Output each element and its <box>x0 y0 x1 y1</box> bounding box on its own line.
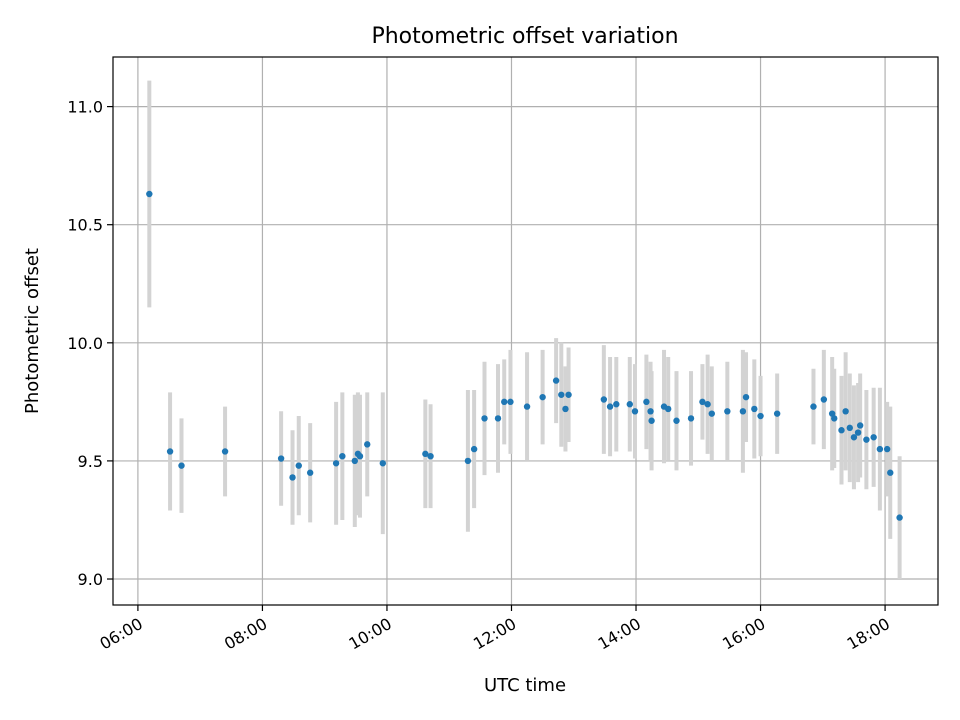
data-point <box>332 460 340 467</box>
data-point <box>708 410 715 417</box>
data-point <box>648 417 655 424</box>
x-tick-label: 06:00 <box>96 614 145 654</box>
data-point <box>820 396 828 403</box>
data-point <box>379 460 387 467</box>
data-point <box>838 427 845 434</box>
data-point <box>178 462 185 469</box>
y-tick-label: 10.5 <box>67 216 103 235</box>
data-point <box>687 415 695 422</box>
data-point <box>600 396 608 403</box>
data-point <box>863 436 870 443</box>
y-tick-label: 11.0 <box>67 98 103 117</box>
y-tick-label: 9.5 <box>78 452 103 471</box>
data-point <box>876 445 884 453</box>
grid-lines <box>113 57 938 605</box>
data-point <box>422 450 429 458</box>
data-point <box>552 377 560 384</box>
x-tick-label: 16:00 <box>719 614 768 654</box>
x-tick-label: 12:00 <box>470 614 519 654</box>
data-point <box>351 457 358 465</box>
y-axis-ticks: 9.0 9.5 10.0 10.5 11.0 <box>67 98 113 589</box>
data-point <box>751 405 758 413</box>
x-axis-label: UTC time <box>484 675 566 696</box>
data-point <box>427 452 434 460</box>
y-tick-label: 9.0 <box>78 570 103 589</box>
data-point <box>854 429 862 436</box>
x-axis-ticks: 06:00 08:00 10:00 12:00 14:00 16:00 18:00 <box>96 605 893 654</box>
data-point <box>883 445 891 453</box>
data-point <box>339 452 346 460</box>
data-point <box>356 452 364 460</box>
data-point <box>739 408 747 415</box>
data-point <box>306 469 314 476</box>
y-axis-label: Photometric offset <box>22 248 43 414</box>
data-point <box>870 434 877 441</box>
data-point <box>647 408 654 415</box>
data-point <box>295 462 302 469</box>
x-tick-label: 18:00 <box>844 614 893 654</box>
data-point <box>810 403 817 410</box>
data-point <box>464 457 472 465</box>
data-point <box>562 405 569 413</box>
data-point <box>523 403 531 410</box>
x-tick-label: 10:00 <box>346 614 395 654</box>
data-point <box>146 190 153 198</box>
data-point <box>643 398 650 406</box>
data-point <box>470 445 478 453</box>
data-point <box>481 415 488 422</box>
data-point <box>494 415 502 422</box>
data-point <box>626 401 633 408</box>
x-tick-label: 14:00 <box>595 614 644 654</box>
data-point <box>364 441 371 448</box>
data-point <box>831 415 838 422</box>
data-point <box>277 455 285 462</box>
data-point <box>501 398 508 406</box>
chart-title: Photometric offset variation <box>371 24 678 49</box>
data-point <box>631 408 639 415</box>
data-point <box>507 398 514 406</box>
data-point <box>850 434 858 441</box>
data-point <box>724 408 731 415</box>
data-point <box>699 398 706 406</box>
data-point <box>757 412 764 420</box>
data-point <box>842 408 849 415</box>
data-point <box>289 474 296 481</box>
data-point <box>613 401 620 408</box>
y-tick-label: 10.0 <box>67 334 103 353</box>
data-point <box>565 391 572 398</box>
data-point <box>166 448 174 455</box>
x-tick-label: 08:00 <box>221 614 270 654</box>
data-point <box>742 393 750 401</box>
data-point <box>606 403 614 410</box>
data-point <box>221 448 229 455</box>
data-point <box>887 469 894 476</box>
data-point <box>704 401 711 408</box>
data-point <box>558 391 565 398</box>
data-point <box>539 393 546 401</box>
data-point <box>673 417 680 424</box>
data-point <box>664 405 672 413</box>
data-point <box>846 424 853 432</box>
plot-frame <box>112 56 939 606</box>
data-point <box>856 422 864 429</box>
data-point <box>896 514 903 521</box>
data-points <box>146 190 903 521</box>
data-point <box>773 410 781 417</box>
